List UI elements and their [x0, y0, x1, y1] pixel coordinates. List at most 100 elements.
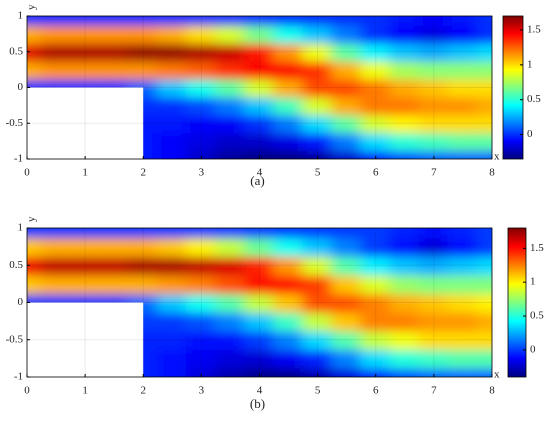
field-cell: [185, 329, 217, 351]
x-tick-label: 8: [489, 167, 495, 179]
field-cell: [447, 59, 479, 80]
field-cell: [418, 95, 450, 116]
field-cell: [214, 41, 246, 62]
field-cell: [331, 16, 363, 26]
field-cell: [69, 228, 101, 239]
field-cell: [302, 113, 334, 134]
field-cell: [360, 41, 392, 62]
field-cell: [98, 41, 130, 62]
y-tick-label: -1: [14, 153, 23, 165]
field-cell: [273, 348, 305, 369]
field-cell: [476, 329, 492, 351]
field-cell: [389, 95, 421, 116]
field-cell: [360, 77, 392, 98]
field-cell: [69, 59, 101, 80]
field-cell: [302, 292, 334, 313]
field-cells: [27, 16, 492, 159]
y-tick-label: 0: [18, 296, 24, 308]
colorbar-tick-label: 0.5: [530, 310, 544, 322]
field-cell: [40, 16, 72, 26]
field-cell: [27, 236, 43, 257]
field-cell: [156, 236, 188, 257]
colorbar-tick-label: 1.5: [527, 23, 541, 35]
field-cell: [214, 292, 246, 313]
field-cell: [360, 292, 392, 313]
field-cell: [389, 59, 421, 80]
field-cell: [360, 254, 392, 276]
caption: (b): [250, 396, 265, 411]
field-cell: [418, 310, 450, 332]
field-cell: [447, 329, 479, 351]
field-cell: [214, 254, 246, 276]
field-cell: [476, 113, 492, 134]
colorbar: [507, 227, 527, 378]
field-cell: [273, 236, 305, 257]
field-cell: [389, 310, 421, 332]
step-wall: [27, 87, 144, 159]
field-cell: [214, 16, 246, 26]
field-cell: [360, 348, 392, 369]
field-cell: [156, 95, 188, 116]
field-cell: [476, 292, 492, 313]
field-cell: [331, 77, 363, 98]
field-cell: [156, 228, 188, 239]
field-cell: [243, 292, 276, 313]
field-cell: [360, 273, 392, 295]
colorbar: [502, 15, 524, 160]
field-cell: [360, 23, 392, 44]
colorbar-tick-label: 1.5: [530, 242, 544, 254]
field-cell: [331, 236, 363, 257]
field-cell: [447, 292, 479, 313]
y-tick-label: 0.5: [9, 259, 23, 271]
field-cell: [185, 95, 217, 116]
field-cell: [243, 348, 276, 369]
field-cell: [389, 23, 421, 44]
field-cell: [40, 59, 72, 80]
plot-frame: [26, 15, 493, 160]
x-tick-label: 1: [82, 385, 88, 397]
field-cell: [331, 310, 363, 332]
field-cell: [331, 254, 363, 276]
colorbar-tick-label: 0.5: [527, 93, 541, 105]
field-cell: [27, 254, 43, 276]
field-cell: [185, 41, 217, 62]
field-cell: [185, 113, 217, 134]
field-cell: [418, 292, 450, 313]
field-cell: [214, 310, 246, 332]
field-cell: [418, 23, 450, 44]
field-cell: [476, 149, 492, 159]
field-cell: [243, 59, 276, 80]
field-cell: [185, 236, 217, 257]
field-cell: [69, 254, 101, 276]
field-cell: [302, 310, 334, 332]
field-cell: [69, 236, 101, 257]
field-cell: [418, 77, 450, 98]
field-cell: [447, 310, 479, 332]
field-cell: [418, 273, 450, 295]
field-cell: [418, 149, 450, 159]
field-cell: [360, 228, 392, 239]
field-cell: [302, 228, 334, 239]
field-cell: [476, 236, 492, 257]
field-cell: [127, 59, 159, 80]
field-cell: [185, 23, 217, 44]
field-cell: [302, 23, 334, 44]
field-cell: [273, 95, 305, 116]
field-cell: [98, 254, 130, 276]
field-cell: [447, 41, 479, 62]
field-cell: [273, 131, 305, 152]
field-cell: [331, 41, 363, 62]
field-cell: [302, 95, 334, 116]
field-cell: [418, 348, 450, 369]
field-cell: [127, 254, 159, 276]
field-cell: [156, 149, 188, 159]
field-cell: [243, 366, 276, 377]
field-cell: [40, 23, 72, 44]
field-cell: [69, 16, 101, 26]
field-cell: [447, 16, 479, 26]
field-cell: [185, 310, 217, 332]
field-cell: [40, 228, 72, 239]
field-cell: [214, 113, 246, 134]
field-cell: [40, 236, 72, 257]
field-cell: [389, 131, 421, 152]
